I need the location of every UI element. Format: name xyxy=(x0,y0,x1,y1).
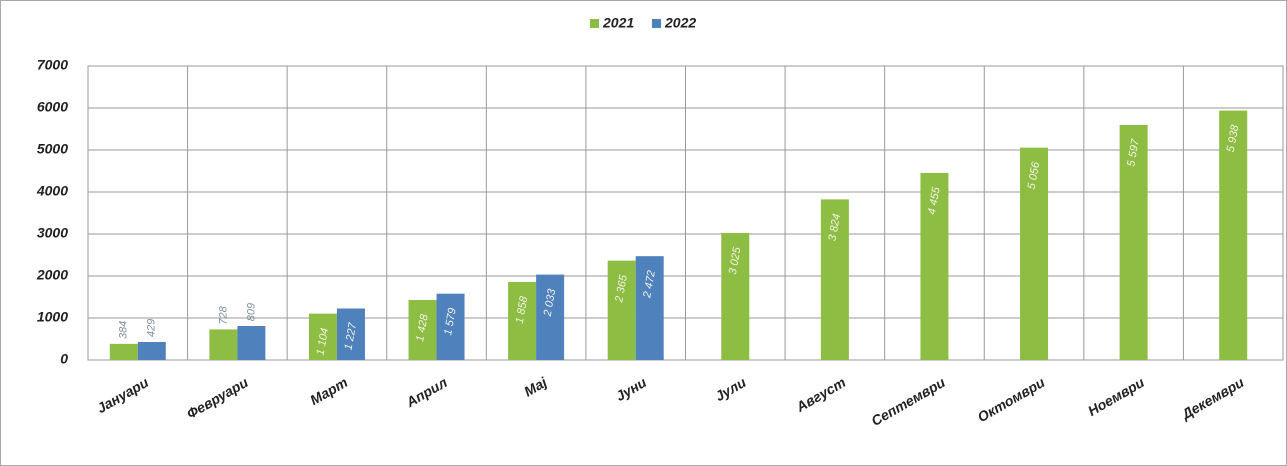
bar xyxy=(508,281,537,360)
value-label: 5 597 xyxy=(1125,137,1142,167)
value-label: 1 579 xyxy=(442,307,459,336)
bar xyxy=(607,260,636,360)
bar xyxy=(209,329,238,360)
bar xyxy=(137,341,166,360)
value-label: 2 365 xyxy=(613,273,630,304)
value-label: 384 xyxy=(118,321,130,339)
bar xyxy=(237,326,266,360)
y-tick-label: 6000 xyxy=(37,99,68,115)
x-tick-label: Октомври xyxy=(975,374,1048,425)
y-tick-label: 0 xyxy=(60,351,68,367)
bar xyxy=(336,308,365,360)
x-tick-label: Август xyxy=(793,374,849,415)
value-label: 2 033 xyxy=(542,287,559,318)
y-tick-label: 4000 xyxy=(36,183,68,199)
value-label: 1 227 xyxy=(343,321,360,351)
x-tick-label: Февруари xyxy=(184,374,251,422)
x-tick-label: Април xyxy=(403,374,451,411)
y-tick-label: 5000 xyxy=(37,141,68,157)
legend-swatch xyxy=(590,19,599,28)
bar xyxy=(920,172,949,360)
y-tick-label: 1000 xyxy=(37,309,68,325)
bar xyxy=(1219,110,1248,360)
bar xyxy=(721,232,750,360)
value-label: 3 824 xyxy=(826,213,843,242)
value-label: 429 xyxy=(146,319,158,337)
value-label: 1 858 xyxy=(514,294,531,324)
bar xyxy=(308,313,337,360)
legend-label: 2021 xyxy=(602,15,634,31)
bar xyxy=(536,274,565,360)
x-tick-label: Јули xyxy=(712,374,749,404)
x-tick-label: Декември xyxy=(1178,374,1247,423)
bar xyxy=(1020,147,1049,360)
value-label: 728 xyxy=(217,305,229,324)
bar xyxy=(408,300,437,360)
x-tick-label: Ноември xyxy=(1085,374,1147,419)
x-tick-label: Јуни xyxy=(613,374,650,404)
bar xyxy=(1119,124,1148,361)
bar xyxy=(635,256,664,360)
value-label: 1 104 xyxy=(315,327,332,356)
x-tick-label: Јануари xyxy=(94,374,151,416)
bar xyxy=(109,343,138,360)
y-tick-label: 2000 xyxy=(36,267,68,283)
value-label: 2 472 xyxy=(641,270,658,300)
value-label: 5 938 xyxy=(1225,123,1242,153)
value-label: 809 xyxy=(245,303,257,321)
x-tick-label: Март xyxy=(307,374,350,408)
value-label: 3 025 xyxy=(727,245,744,275)
value-label: 1 428 xyxy=(414,313,431,343)
legend-label: 2022 xyxy=(664,15,696,31)
value-label: 5 056 xyxy=(1026,160,1043,190)
x-tick-label: Мај xyxy=(521,373,550,399)
x-tick-label: Септември xyxy=(868,374,948,429)
y-tick-label: 3000 xyxy=(37,225,68,241)
value-label: 4 455 xyxy=(926,185,943,215)
y-tick-label: 7000 xyxy=(37,57,68,73)
bar xyxy=(820,199,849,360)
legend-swatch xyxy=(652,19,661,28)
bar xyxy=(436,293,465,360)
